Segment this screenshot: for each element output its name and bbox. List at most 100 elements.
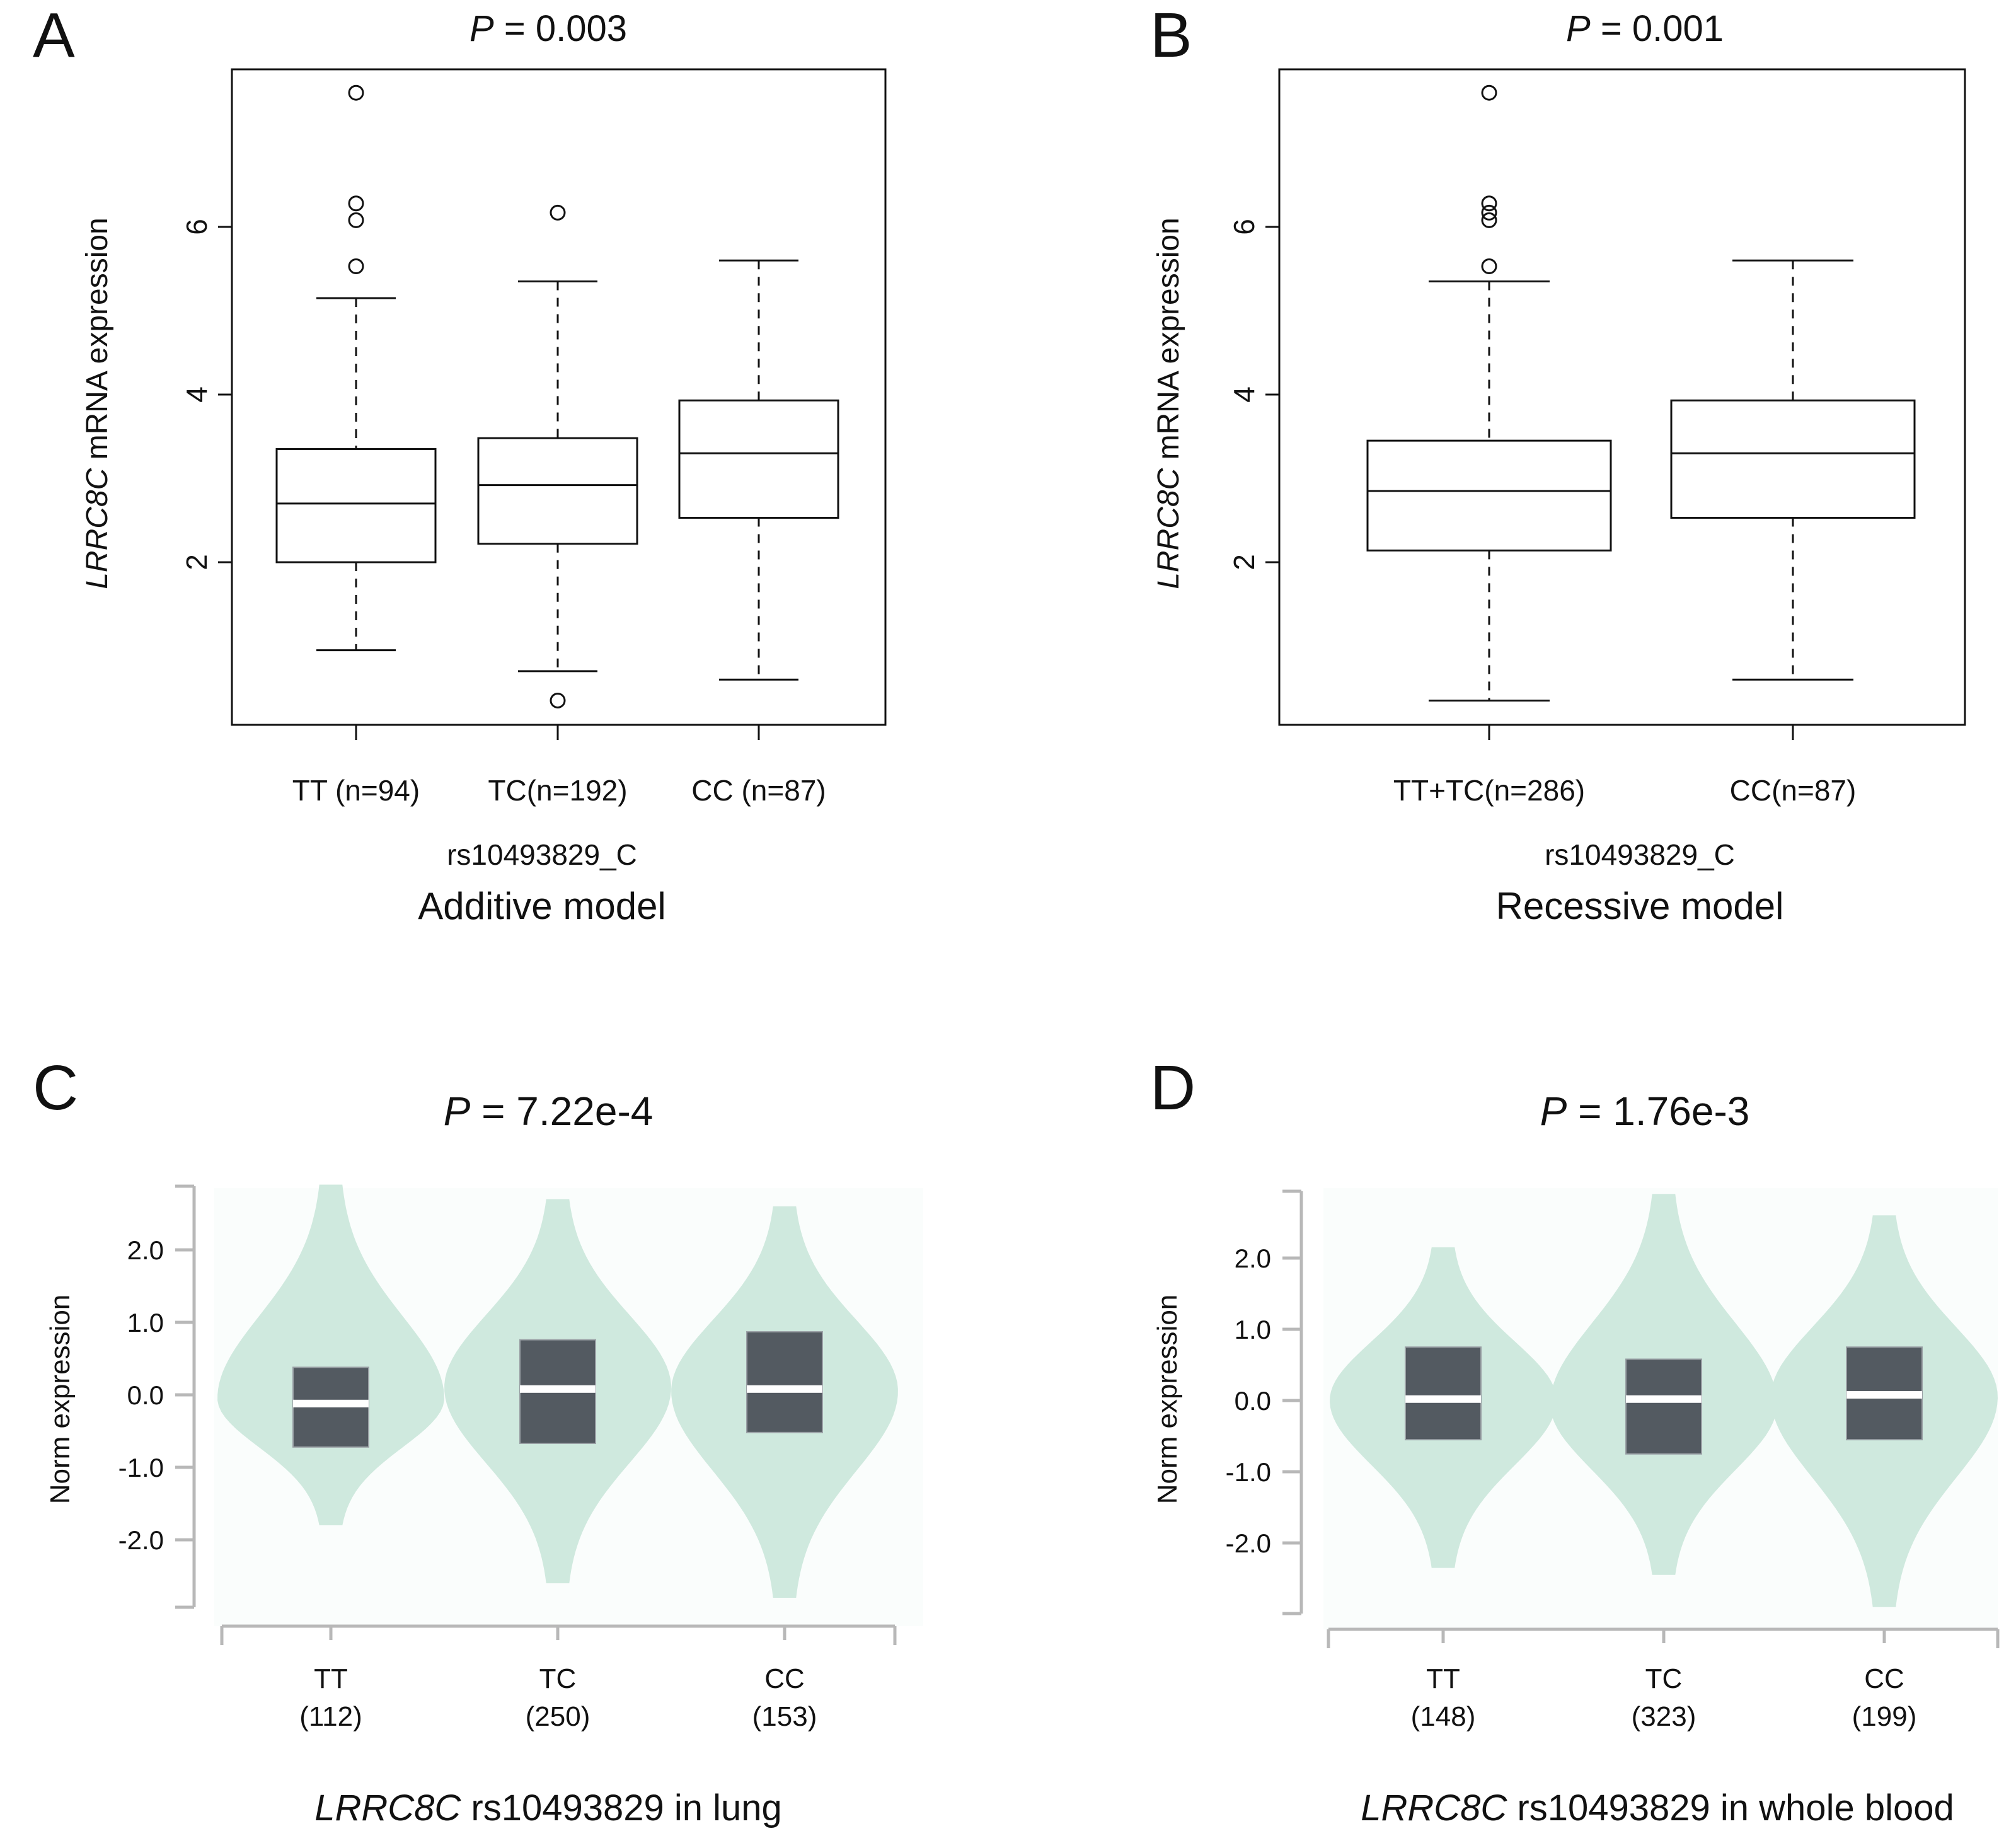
outlier-point bbox=[1481, 258, 1497, 275]
chart-title: P = 0.001 bbox=[1566, 8, 1724, 49]
x-tick-label: TC(n=192) bbox=[488, 774, 627, 807]
chart-title: P = 0.003 bbox=[469, 8, 627, 49]
box bbox=[1670, 399, 1916, 519]
y-tick-label: 2.0 bbox=[1235, 1244, 1271, 1273]
box-group: CC(n=87) bbox=[1670, 259, 1916, 807]
iqr-box bbox=[1625, 1358, 1702, 1455]
y-tick-label: -1.0 bbox=[1226, 1457, 1271, 1487]
panel-caption-rest: rs10493829 in whole blood bbox=[1507, 1788, 1954, 1828]
y-tick-label: 6 bbox=[1228, 219, 1260, 235]
panel-letter: B bbox=[1150, 0, 1192, 71]
chart-panel-b: B P = 0.001 2 4 6 LRRC8C mRNA expression TT+TC… bbox=[1150, 0, 1966, 927]
genotype-label: CC bbox=[1864, 1663, 1904, 1694]
panel-caption: LRRC8C rs10493829 in whole blood bbox=[1361, 1788, 1954, 1828]
genotype-label: TT bbox=[1426, 1663, 1460, 1694]
y-tick-label: 2 bbox=[1228, 554, 1260, 570]
y-tick-label: 6 bbox=[180, 219, 213, 235]
outlier-point bbox=[550, 692, 566, 708]
outlier-point bbox=[1481, 195, 1497, 212]
box bbox=[477, 437, 638, 545]
y-tick-label: 2.0 bbox=[127, 1235, 164, 1265]
genotype-label: TC bbox=[1645, 1663, 1683, 1694]
violin-group: TC (250) bbox=[444, 1199, 671, 1732]
y-axis-label: LRRC8C mRNA expression bbox=[81, 217, 114, 589]
box bbox=[678, 399, 839, 519]
panel-caption-italic: LRRC8C bbox=[1361, 1788, 1507, 1828]
chart-title-rest: = 1.76e-3 bbox=[1567, 1089, 1749, 1134]
y-tick-label: 1.0 bbox=[1235, 1315, 1271, 1344]
y-tick-label: 2 bbox=[180, 554, 213, 570]
model-label: Recessive model bbox=[1496, 885, 1784, 927]
y-axis-label-rest: mRNA expression bbox=[81, 217, 114, 468]
median-line bbox=[1846, 1390, 1922, 1399]
median-line bbox=[520, 1385, 596, 1393]
genotype-label: TC bbox=[539, 1663, 577, 1694]
genotype-label: CC bbox=[764, 1663, 805, 1694]
panel-caption: LRRC8C rs10493829 in lung bbox=[314, 1788, 782, 1828]
x-axis-label: rs10493829_C bbox=[447, 838, 637, 871]
y-axis-label: Norm expression bbox=[45, 1295, 76, 1505]
chart-title: P = 7.22e-4 bbox=[444, 1089, 654, 1134]
chart-title-italic: P bbox=[444, 1089, 471, 1134]
chart-title-rest: = 7.22e-4 bbox=[470, 1089, 653, 1134]
chart-title-italic: P bbox=[1540, 1089, 1567, 1134]
chart-title-rest: = 0.003 bbox=[494, 8, 627, 49]
box-group: TT+TC(n=286) bbox=[1366, 84, 1612, 807]
y-tick-label: 1.0 bbox=[127, 1308, 164, 1337]
x-tick-label: CC(n=87) bbox=[1730, 774, 1857, 807]
y-tick-label: -2.0 bbox=[1226, 1528, 1271, 1558]
panel-caption-rest: rs10493829 in lung bbox=[461, 1788, 782, 1828]
y-tick-label: 0.0 bbox=[1235, 1386, 1271, 1416]
genotype-label: TT bbox=[314, 1663, 348, 1694]
panel-letter: C bbox=[33, 1053, 78, 1123]
violin-group: TC (323) bbox=[1550, 1194, 1777, 1732]
outlier-point bbox=[1481, 204, 1497, 221]
sample-count-label: (250) bbox=[526, 1701, 590, 1732]
iqr-box bbox=[746, 1331, 823, 1433]
violin-group: CC (153) bbox=[671, 1206, 898, 1732]
y-axis-label-rest: mRNA expression bbox=[1152, 217, 1185, 468]
outlier-point bbox=[550, 204, 566, 221]
chart-title-rest: = 0.001 bbox=[1591, 8, 1724, 49]
y-axis-label: Norm expression bbox=[1152, 1295, 1183, 1505]
y-tick-label: 0.0 bbox=[127, 1380, 164, 1410]
panel-caption-italic: LRRC8C bbox=[314, 1788, 461, 1828]
box-group: TC(n=192) bbox=[477, 204, 638, 807]
outlier-point bbox=[348, 212, 364, 228]
plot-frame bbox=[1278, 68, 1966, 726]
violin-group: CC (199) bbox=[1771, 1215, 1998, 1732]
box-group: CC (n=87) bbox=[678, 259, 839, 807]
sample-count-label: (148) bbox=[1411, 1701, 1476, 1732]
box bbox=[275, 448, 437, 563]
outlier-point bbox=[1481, 84, 1497, 101]
sample-count-label: (199) bbox=[1852, 1701, 1917, 1732]
outlier-point bbox=[348, 195, 364, 212]
chart-title-italic: P bbox=[469, 8, 494, 49]
median-line bbox=[1626, 1395, 1702, 1403]
x-tick-label: TT+TC(n=286) bbox=[1393, 774, 1585, 807]
outlier-point bbox=[348, 84, 364, 101]
box-group: TT (n=94) bbox=[275, 84, 437, 807]
y-axis-label: LRRC8C mRNA expression bbox=[1152, 217, 1185, 589]
y-axis-label-italic: LRRC8C bbox=[81, 468, 114, 589]
outlier-point bbox=[348, 258, 364, 275]
y-tick-label: -1.0 bbox=[118, 1453, 164, 1482]
y-tick-label: -2.0 bbox=[118, 1525, 164, 1555]
violin-group: TT (148) bbox=[1330, 1247, 1557, 1732]
chart-panel-d: D P = 1.76e-3 TT (148) TC (323) CC (199) 2.0 1.0 0… bbox=[1150, 1053, 2000, 1828]
x-tick-label: CC (n=87) bbox=[691, 774, 826, 807]
median-line bbox=[293, 1399, 369, 1407]
sample-count-label: (112) bbox=[299, 1701, 362, 1732]
chart-panel-c: C P = 7.22e-4 TT (112) TC (250) CC (153) 2.0 1.0 0… bbox=[33, 1053, 923, 1828]
box bbox=[1366, 439, 1612, 552]
median-line bbox=[747, 1385, 822, 1393]
outlier-point bbox=[1481, 212, 1497, 228]
x-tick-label: TT (n=94) bbox=[292, 774, 420, 807]
chart-panel-a: A P = 0.003 2 4 6 LRRC8C mRNA expression TT (n… bbox=[33, 0, 887, 927]
violin-group: TT (112) bbox=[217, 1184, 444, 1732]
panel-letter: A bbox=[33, 0, 75, 71]
iqr-box bbox=[1405, 1346, 1482, 1441]
sample-count-label: (153) bbox=[752, 1701, 817, 1732]
chart-title-italic: P bbox=[1566, 8, 1591, 49]
